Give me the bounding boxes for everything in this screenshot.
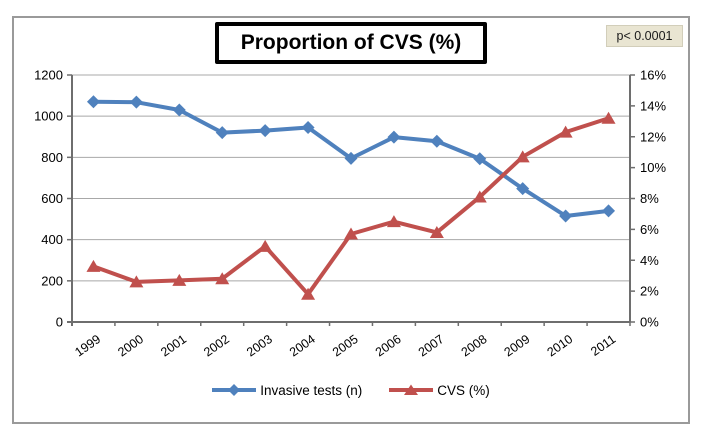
x-axis-category-label: 2006 xyxy=(373,332,404,359)
data-point-marker-diamond xyxy=(301,120,315,134)
data-point-marker-diamond xyxy=(344,151,358,165)
y-axis-tick-label: 1000 xyxy=(34,109,63,124)
legend-marker-invasive-tests-icon xyxy=(212,384,257,396)
data-point-marker-triangle xyxy=(86,259,101,272)
y-axis-tick-label: 0 xyxy=(56,315,63,330)
data-point-marker-triangle xyxy=(172,273,187,286)
data-point-marker-triangle xyxy=(515,150,530,163)
x-axis-category-label: 2009 xyxy=(502,332,533,359)
x-axis-category-label: 2003 xyxy=(244,332,275,359)
x-axis-category-label: 2002 xyxy=(201,332,232,359)
data-point-marker-triangle xyxy=(429,225,444,238)
y-axis-tick-label: 1200 xyxy=(34,68,63,83)
data-point-marker-diamond xyxy=(559,209,573,223)
x-axis-category-label: 2005 xyxy=(330,332,361,359)
p-value-box: p< 0.0001 xyxy=(606,25,683,47)
x-axis-category-label: 2008 xyxy=(459,332,490,359)
data-point-marker-diamond xyxy=(602,204,616,218)
series-line-cvs xyxy=(92,116,610,297)
legend-item-cvs: CVS (%) xyxy=(388,383,490,398)
secondary-y-axis-tick-label: 10% xyxy=(640,160,666,175)
y-axis-tick-label: 600 xyxy=(41,191,63,206)
data-point-marker-diamond xyxy=(129,95,143,109)
secondary-y-axis-tick-label: 2% xyxy=(640,284,659,299)
data-point-marker-triangle xyxy=(258,239,273,252)
secondary-y-axis-tick-label: 4% xyxy=(640,253,659,268)
data-point-marker-diamond xyxy=(430,134,444,148)
x-axis-category-label: 2004 xyxy=(287,332,318,359)
x-axis-category-label: 1999 xyxy=(72,332,103,359)
data-point-marker-triangle xyxy=(472,190,487,203)
legend-diamond-icon xyxy=(228,384,241,396)
data-point-marker-triangle xyxy=(129,275,144,288)
x-axis-category-label: 2010 xyxy=(545,332,576,359)
data-point-marker-triangle xyxy=(344,227,358,240)
y-axis-tick-label: 800 xyxy=(41,150,63,165)
data-point-marker-diamond xyxy=(473,152,487,166)
y-axis-tick-label: 200 xyxy=(41,273,63,288)
legend-label-invasive-tests: Invasive tests (n) xyxy=(260,382,363,398)
secondary-y-axis-tick-label: 0% xyxy=(640,315,659,330)
chart-outer-frame xyxy=(12,16,690,424)
secondary-y-axis-tick-label: 6% xyxy=(640,222,659,237)
data-point-marker-triangle xyxy=(386,215,401,228)
data-point-marker-diamond xyxy=(516,182,530,196)
secondary-y-axis-tick-label: 16% xyxy=(640,68,666,83)
x-axis-category-label: 2001 xyxy=(158,332,189,359)
data-point-marker-triangle xyxy=(301,287,316,300)
x-axis-category-label: 2011 xyxy=(588,332,618,359)
data-point-marker-diamond xyxy=(258,124,272,138)
x-axis-category-label: 2007 xyxy=(416,332,447,359)
data-point-marker-triangle xyxy=(558,125,573,138)
secondary-y-axis-tick-label: 14% xyxy=(640,98,666,113)
data-point-marker-diamond xyxy=(387,130,401,144)
legend-marker-cvs-icon xyxy=(389,384,434,395)
data-point-marker-triangle xyxy=(601,111,616,124)
secondary-y-axis-tick-label: 12% xyxy=(640,129,666,144)
chart-title-box: Proportion of CVS (%) xyxy=(215,22,487,64)
data-point-marker-diamond xyxy=(86,95,100,109)
legend-triangle-icon xyxy=(404,384,419,395)
x-axis-category-label: 2000 xyxy=(115,332,146,359)
secondary-y-axis-tick-label: 8% xyxy=(640,191,659,206)
legend: Invasive tests (n) CVS (%) xyxy=(0,377,701,403)
p-value-text: p< 0.0001 xyxy=(616,29,673,43)
legend-item-invasive-tests: Invasive tests (n) xyxy=(211,383,362,398)
chart-title: Proportion of CVS (%) xyxy=(240,31,462,54)
data-point-marker-triangle xyxy=(215,272,230,285)
y-axis-tick-label: 400 xyxy=(41,232,63,247)
data-point-marker-diamond xyxy=(215,126,229,140)
data-point-marker-diamond xyxy=(172,103,186,117)
legend-label-cvs: CVS (%) xyxy=(437,382,490,398)
